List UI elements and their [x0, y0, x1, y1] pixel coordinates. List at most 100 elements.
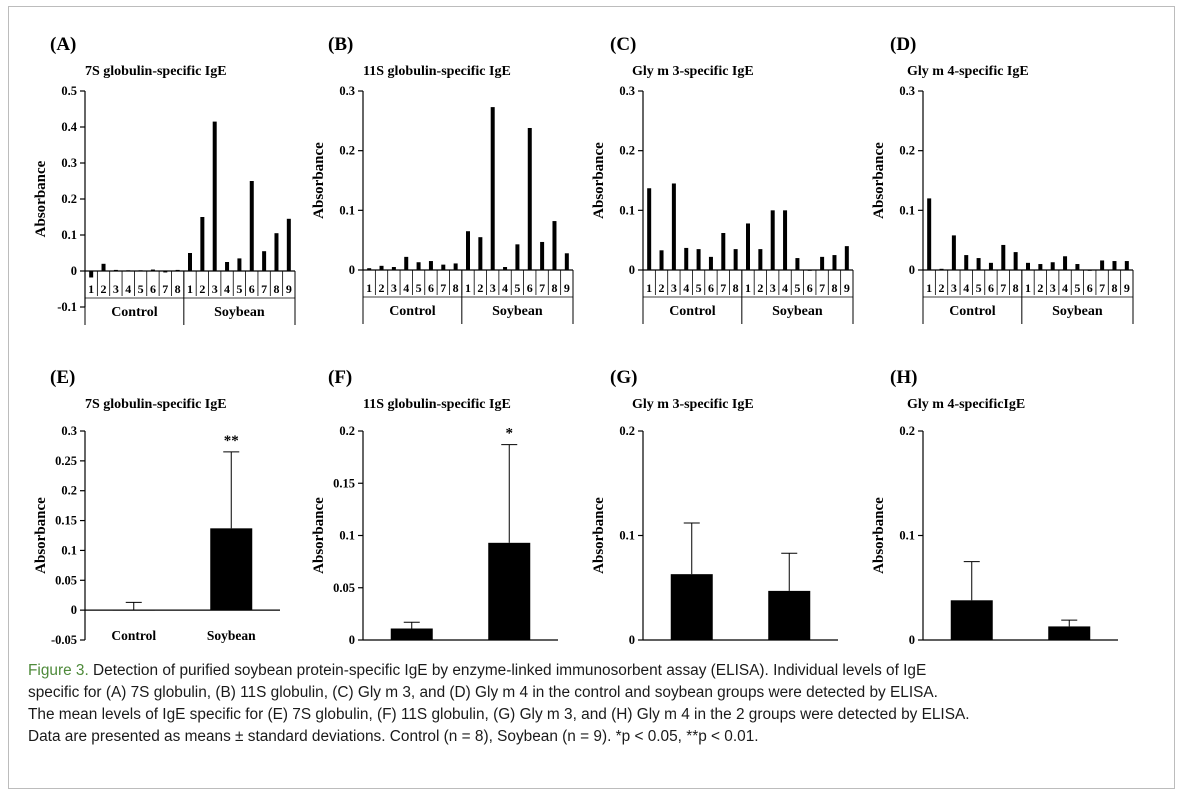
bar [733, 249, 738, 270]
x-index-label: 5 [1074, 281, 1080, 295]
caption-line-2: specific for (A) 7S globulin, (B) 11S gl… [28, 684, 938, 701]
bar [188, 253, 192, 271]
caption-line-4: Data are presented as means ± standard d… [28, 728, 759, 745]
y-tick-label: 0.5 [61, 84, 77, 98]
bar [112, 609, 155, 611]
panel-letter: (D) [890, 34, 916, 55]
x-index-label: 3 [391, 281, 397, 295]
x-category-label: Soybean [207, 628, 256, 643]
x-index-label: 7 [440, 281, 446, 295]
bar [488, 542, 531, 640]
y-axis-label: Absorbance [311, 142, 327, 219]
x-index-label: 7 [1000, 281, 1006, 295]
chart-title: 7S globulin-specific IgE [85, 397, 227, 412]
bar [163, 271, 168, 273]
x-index-label: 5 [696, 281, 702, 295]
bar [138, 270, 143, 272]
significance-marker: * [506, 426, 514, 442]
bar [1087, 270, 1092, 271]
bar [795, 258, 800, 270]
caption-line-3: The mean levels of IgE specific for (E) … [28, 706, 970, 723]
x-index-label: 4 [125, 282, 131, 296]
bar [540, 241, 545, 270]
chart-panel-c: (C) Gly m 3-specific IgE 0 0.1 0.2 0.3 Absorba… [591, 34, 854, 324]
chart-panel-d: (D) Gly m 4-specific IgE 0 0.1 0.2 0.3 Absorba… [871, 34, 1134, 324]
caption-line-1: Figure 3. Detection of purified soybean … [28, 662, 927, 679]
x-index-label: 1 [88, 282, 94, 296]
y-tick-label: 0.2 [899, 424, 915, 438]
y-tick-label: 0.1 [899, 529, 915, 543]
bar [1112, 261, 1117, 270]
y-tick-label: 0.25 [55, 454, 77, 468]
x-index-label: 8 [1013, 281, 1019, 295]
bar [684, 247, 689, 270]
bar [1048, 626, 1091, 640]
group-label: Soybean [1052, 304, 1103, 319]
x-index-label: 3 [671, 281, 677, 295]
bar [832, 255, 837, 270]
x-category-label: Control [111, 628, 156, 643]
panel-letter: (E) [50, 367, 75, 388]
bar [286, 218, 291, 271]
bar [367, 268, 372, 270]
bar [988, 262, 993, 270]
y-tick-label: 0.1 [899, 203, 915, 217]
x-index-label: 7 [1099, 281, 1105, 295]
x-index-label: 9 [844, 281, 850, 295]
group-label: Control [111, 305, 158, 320]
bar [527, 127, 532, 270]
y-tick-label: 0.1 [61, 543, 77, 557]
y-tick-label: 0 [629, 263, 635, 277]
y-tick-label: 0.2 [619, 424, 635, 438]
figure-caption: Figure 3. Detection of purified soybean … [28, 660, 1168, 748]
panel-letter: (H) [890, 367, 917, 388]
x-index-label: 8 [1111, 281, 1117, 295]
bar [175, 269, 180, 271]
chart-panel-g: (G) Gly m 3-specific IgE 0 0.1 0.2 Absorbance… [591, 367, 838, 647]
x-index-label: 6 [807, 281, 813, 295]
bar [428, 261, 433, 270]
bar [1063, 256, 1068, 270]
x-index-label: 3 [490, 281, 496, 295]
bar [976, 258, 981, 270]
x-index-label: 7 [261, 282, 267, 296]
x-index-label: 8 [273, 282, 279, 296]
x-index-label: 3 [113, 282, 119, 296]
group-label: Soybean [772, 304, 823, 319]
bar [416, 262, 421, 270]
bar [1100, 260, 1105, 270]
chart-title: Gly m 3-specific IgE [632, 397, 754, 412]
x-index-label: 5 [976, 281, 982, 295]
bar [807, 270, 812, 271]
bar [671, 183, 676, 270]
bar [379, 265, 384, 270]
bar [262, 251, 267, 271]
chart-panel-a: (A) 7S globulin-specific IgE -0.1 0 0.1 0.2 0.… [33, 34, 296, 325]
bar [503, 267, 508, 270]
y-tick-label: 0.1 [339, 529, 355, 543]
y-tick-label: 0.2 [61, 484, 77, 498]
y-tick-label: 0 [349, 263, 355, 277]
y-tick-label: 0.3 [61, 424, 77, 438]
x-index-label: 8 [551, 281, 557, 295]
bar [1001, 244, 1006, 270]
x-index-label: 6 [1087, 281, 1093, 295]
x-index-label: 4 [224, 282, 230, 296]
y-tick-label: 0.3 [61, 156, 77, 170]
chart-panel-e: (E) 7S globulin-specific IgE -0.05 0 0.05 0.1… [33, 367, 280, 647]
y-axis-label: Absorbance [591, 142, 607, 219]
x-index-label: 1 [926, 281, 932, 295]
x-index-label: 4 [683, 281, 689, 295]
chart-title: Gly m 4-specificIgE [907, 397, 1025, 412]
x-index-label: 4 [963, 281, 969, 295]
y-tick-label: 0.15 [55, 514, 77, 528]
panel-letter: (G) [610, 367, 637, 388]
x-index-label: 1 [646, 281, 652, 295]
bar [696, 249, 701, 270]
x-index-label: 5 [236, 282, 242, 296]
x-index-label: 8 [831, 281, 837, 295]
y-tick-label: 0.2 [619, 144, 635, 158]
bar [478, 237, 483, 270]
figure-label: Figure 3. [28, 662, 89, 679]
y-tick-label: 0 [909, 633, 915, 647]
